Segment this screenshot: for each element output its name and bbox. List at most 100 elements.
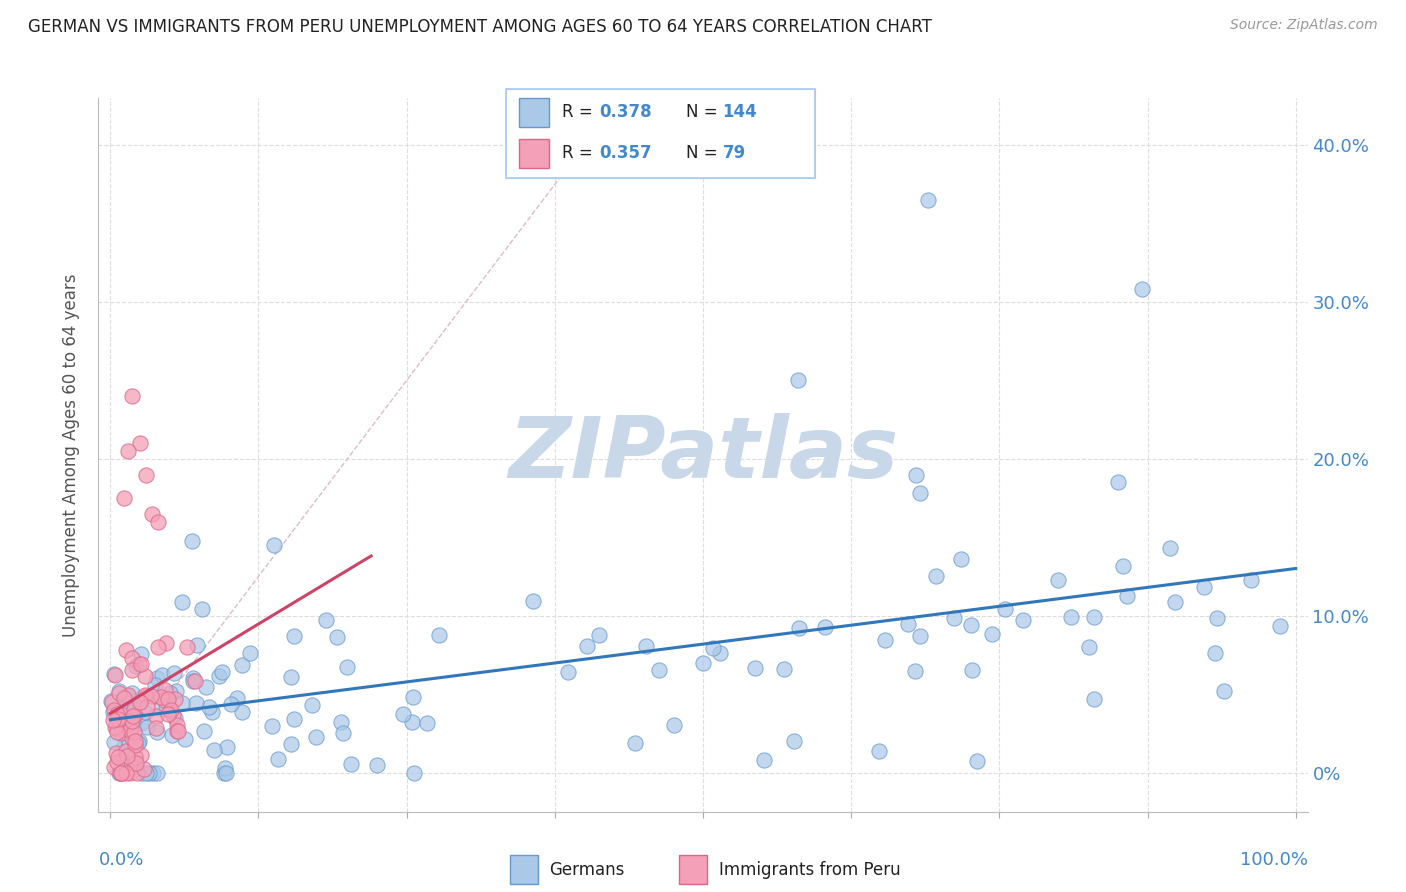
Point [127, 735, 149, 749]
Point [142, 765, 165, 780]
Point [897, 617, 920, 632]
Text: Source: ZipAtlas.com: Source: ZipAtlas.com [1230, 18, 1378, 32]
Point [402, 765, 425, 780]
Point [416, 715, 439, 730]
Point [744, 661, 766, 675]
Point [217, 739, 239, 754]
Point [162, 708, 184, 723]
Point [110, 765, 132, 780]
Point [163, 666, 186, 681]
Point [115, 714, 138, 729]
Point [1078, 640, 1101, 654]
Point [1107, 475, 1129, 490]
Point [114, 718, 136, 732]
Point [647, 663, 669, 677]
Point [134, 689, 156, 703]
Point [136, 720, 159, 734]
Point [868, 744, 890, 758]
Point [100, 694, 122, 708]
Point [787, 621, 810, 635]
Point [1116, 589, 1139, 603]
Point [153, 693, 176, 707]
Point [121, 731, 143, 745]
Point [118, 695, 141, 709]
Point [120, 716, 142, 731]
Point [366, 757, 388, 772]
Point [943, 611, 966, 625]
Point [214, 761, 236, 775]
Point [120, 723, 142, 737]
Point [267, 752, 290, 766]
Point [103, 735, 125, 749]
Point [111, 708, 134, 723]
Point [575, 639, 598, 653]
Point [110, 765, 132, 780]
Point [1212, 684, 1234, 698]
Point [160, 728, 183, 742]
Point [129, 657, 152, 671]
Point [401, 690, 423, 705]
Point [110, 714, 132, 729]
Point [181, 674, 204, 689]
Point [191, 602, 214, 616]
Point [336, 660, 359, 674]
Point [159, 685, 181, 699]
Point [326, 630, 349, 644]
Point [1060, 610, 1083, 624]
Point [125, 658, 148, 673]
Point [150, 700, 173, 714]
Point [108, 765, 131, 780]
Point [115, 689, 138, 703]
Point [908, 629, 931, 643]
Point [105, 756, 128, 770]
Point [157, 692, 180, 706]
Point [339, 756, 361, 771]
Point [103, 703, 125, 717]
Point [124, 739, 146, 753]
Point [141, 507, 163, 521]
Point [1164, 595, 1187, 609]
Point [557, 665, 579, 679]
Point [107, 684, 129, 698]
Point [427, 628, 450, 642]
Point [904, 665, 927, 679]
Point [1159, 541, 1181, 556]
Point [118, 734, 141, 748]
Point [105, 746, 128, 760]
Point [211, 665, 233, 679]
Point [159, 703, 181, 717]
Point [100, 695, 122, 709]
Point [315, 613, 337, 627]
Point [1204, 646, 1226, 660]
Point [135, 765, 157, 780]
Point [170, 696, 193, 710]
Point [198, 699, 221, 714]
Y-axis label: Unemployment Among Ages 60 to 64 years: Unemployment Among Ages 60 to 64 years [62, 273, 80, 637]
Point [170, 594, 193, 608]
Point [401, 715, 423, 730]
Point [125, 735, 148, 749]
Point [115, 724, 138, 739]
Point [121, 708, 143, 723]
Point [129, 436, 152, 450]
Point [1130, 283, 1153, 297]
Text: 144: 144 [723, 103, 758, 121]
Point [200, 705, 222, 719]
Point [124, 734, 146, 748]
Point [959, 618, 981, 632]
Point [1047, 573, 1070, 587]
Point [150, 690, 173, 704]
Point [873, 633, 896, 648]
Text: 0.0%: 0.0% [98, 851, 143, 869]
Point [121, 686, 143, 700]
Point [1206, 611, 1229, 625]
Point [132, 762, 155, 776]
Point [165, 683, 187, 698]
Point [139, 690, 162, 704]
Point [142, 689, 165, 703]
Point [231, 705, 253, 719]
Point [329, 714, 352, 729]
Point [107, 712, 129, 726]
Point [122, 756, 145, 770]
Point [283, 712, 305, 726]
